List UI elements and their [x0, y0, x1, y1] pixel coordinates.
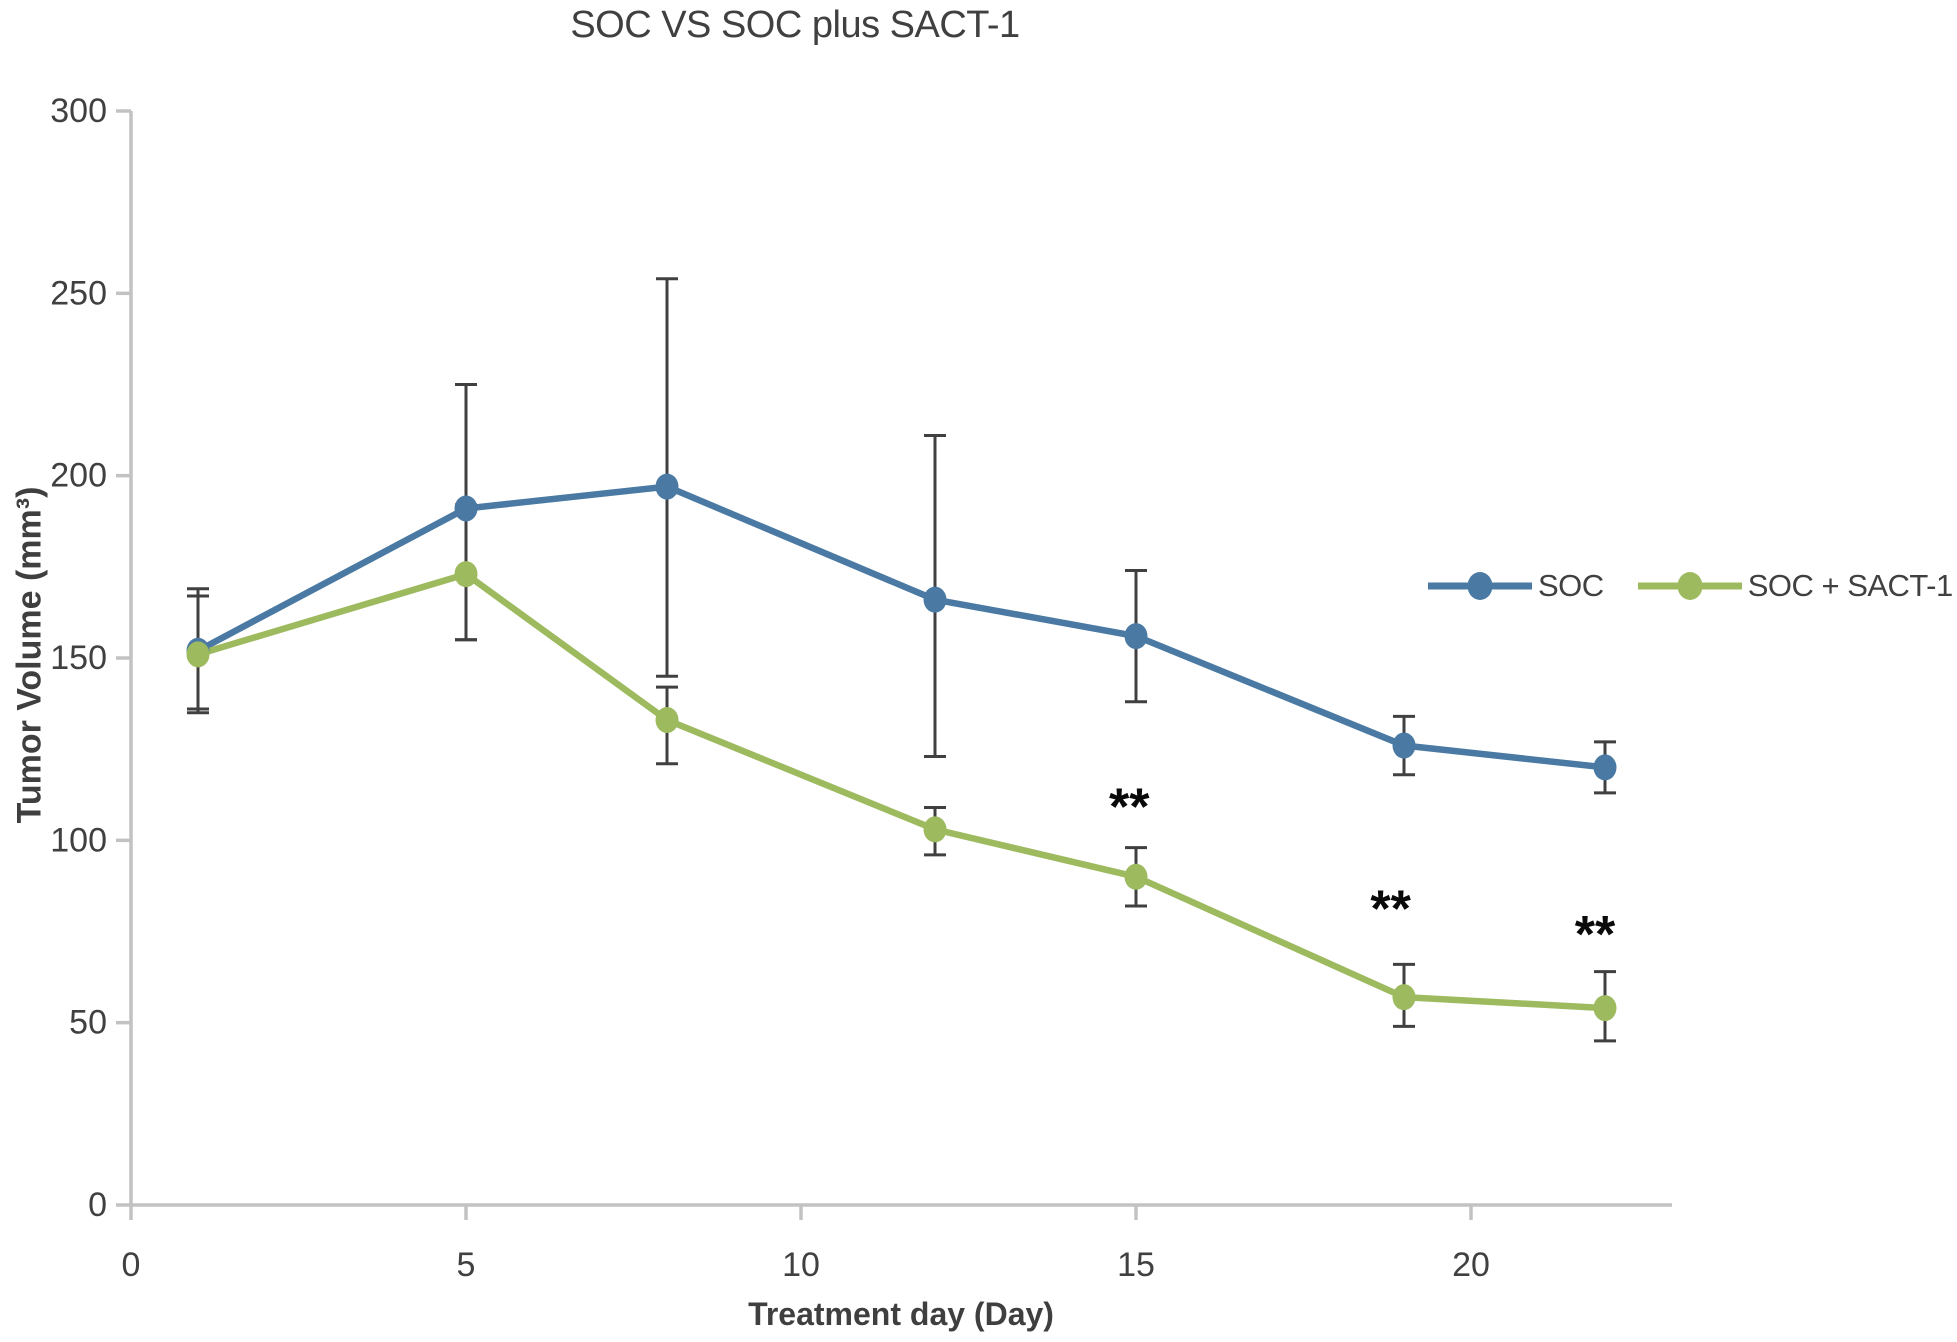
y-tick-label: 200 — [50, 457, 107, 495]
data-point — [186, 641, 210, 668]
significance-asterisks: ** — [1575, 906, 1616, 964]
chart-title: SOC VS SOC plus SACT-1 — [570, 4, 1020, 46]
data-point — [1392, 984, 1416, 1011]
y-tick-label: 150 — [50, 639, 107, 677]
series-line-soc-sact — [197, 570, 1606, 1012]
legend-item-soc: SOC — [1428, 566, 1604, 606]
data-point — [1124, 623, 1148, 650]
data-point — [655, 706, 679, 733]
legend-label-soc: SOC — [1538, 568, 1604, 603]
y-tick-label: 100 — [50, 821, 107, 859]
legend-marker-soc-icon — [1428, 572, 1532, 600]
data-point — [655, 473, 679, 500]
x-tick-label: 20 — [1452, 1246, 1490, 1284]
legend: SOC SOC + SACT-1 — [1428, 566, 1953, 606]
series-markers-soc — [186, 473, 1617, 781]
y-tick-label: 50 — [69, 1004, 107, 1042]
x-tick-labels: 0 5 10 15 20 — [122, 1246, 1490, 1284]
x-tick-label: 5 — [457, 1246, 476, 1284]
legend-label-soc-sact: SOC + SACT-1 — [1747, 568, 1954, 603]
y-tick-label: 0 — [88, 1186, 107, 1224]
data-point — [1593, 754, 1617, 781]
legend-marker-soc-sact-icon — [1637, 572, 1742, 600]
series-line-soc — [196, 483, 1606, 771]
axes — [116, 109, 1672, 1220]
data-point — [454, 561, 478, 588]
x-axis-title: Treatment day (Day) — [748, 1296, 1054, 1332]
significance-asterisks: ** — [1109, 779, 1150, 837]
legend-item-soc-sact: SOC + SACT-1 — [1637, 566, 1954, 606]
y-tick-label: 250 — [50, 274, 107, 312]
data-point — [1392, 732, 1416, 759]
data-point — [923, 816, 947, 843]
data-point — [923, 586, 947, 613]
x-tick-label: 10 — [782, 1246, 820, 1284]
y-tick-labels: 0 50 100 150 200 250 300 — [50, 92, 107, 1224]
y-tick-label: 300 — [50, 92, 107, 130]
series-markers-soc-sact — [186, 561, 1617, 1022]
data-point — [1593, 995, 1617, 1022]
data-point — [1124, 863, 1148, 890]
error-bars-soc — [187, 277, 1616, 795]
y-axis-title: Tumor Volume (mm³) — [10, 486, 49, 824]
x-tick-label: 0 — [122, 1246, 141, 1284]
significance-asterisks: ** — [1370, 881, 1411, 939]
data-point — [454, 495, 478, 522]
significance-annotations: ** ** ** — [1109, 779, 1616, 965]
x-tick-label: 15 — [1117, 1246, 1155, 1284]
